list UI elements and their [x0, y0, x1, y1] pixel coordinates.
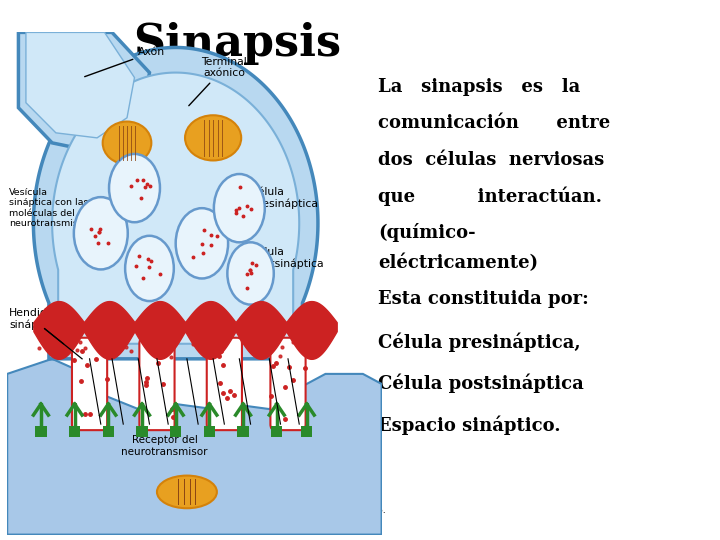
Text: IPCHILE - Docente: Javier Pantoja S.
                    2013: IPCHILE - Docente: Javier Pantoja S. 201… [212, 505, 386, 526]
Circle shape [125, 236, 174, 301]
Text: dos  células  nerviosas: dos células nerviosas [378, 151, 604, 168]
Text: eléctricamente): eléctricamente) [378, 254, 538, 272]
Text: Célula
presináptica: Célula presináptica [251, 187, 318, 209]
Bar [136, 426, 148, 437]
Ellipse shape [185, 115, 241, 160]
Bar [103, 426, 114, 437]
Bar [35, 426, 47, 437]
Polygon shape [7, 359, 382, 535]
Bar [271, 426, 282, 437]
Polygon shape [19, 32, 150, 153]
FancyBboxPatch shape [271, 338, 305, 430]
Polygon shape [26, 32, 135, 138]
Polygon shape [33, 48, 318, 359]
Polygon shape [52, 72, 300, 344]
Bar [204, 426, 215, 437]
Text: Célula postsináptica: Célula postsináptica [378, 374, 584, 393]
Text: Vesícula
sináptica con las
moléculas del
neurotransmisor: Vesícula sináptica con las moléculas del… [9, 188, 89, 228]
Circle shape [74, 197, 127, 269]
Text: (químico-: (químico- [378, 223, 476, 242]
Circle shape [109, 154, 160, 222]
Text: Célula
postsináptica: Célula postsináptica [251, 247, 323, 269]
Text: Axón: Axón [85, 48, 166, 77]
FancyBboxPatch shape [140, 338, 174, 430]
FancyBboxPatch shape [72, 338, 107, 430]
Bar [301, 426, 312, 437]
Text: La   sinapsis   es   la: La sinapsis es la [378, 78, 580, 96]
Text: Espacio sináptico.: Espacio sináptico. [378, 415, 561, 435]
Text: Esta constituida por:: Esta constituida por: [378, 290, 589, 308]
Bar [170, 426, 181, 437]
Text: Célula presináptica,: Célula presináptica, [378, 332, 580, 352]
Text: Terminal
axónico: Terminal axónico [189, 57, 247, 106]
Bar [69, 426, 80, 437]
Polygon shape [7, 459, 382, 535]
FancyBboxPatch shape [207, 338, 242, 430]
Circle shape [228, 242, 274, 305]
Text: Hendidura
sináptica: Hendidura sináptica [9, 308, 66, 330]
Text: que          interactúan.: que interactúan. [378, 187, 602, 206]
Text: Sinapsis: Sinapsis [133, 22, 342, 65]
Text: Receptor del
neurotransmisor: Receptor del neurotransmisor [121, 435, 207, 457]
Ellipse shape [103, 122, 151, 164]
Circle shape [214, 174, 265, 242]
Circle shape [176, 208, 228, 279]
Ellipse shape [157, 476, 217, 508]
Text: comunicación      entre: comunicación entre [378, 114, 611, 132]
Bar [238, 426, 248, 437]
